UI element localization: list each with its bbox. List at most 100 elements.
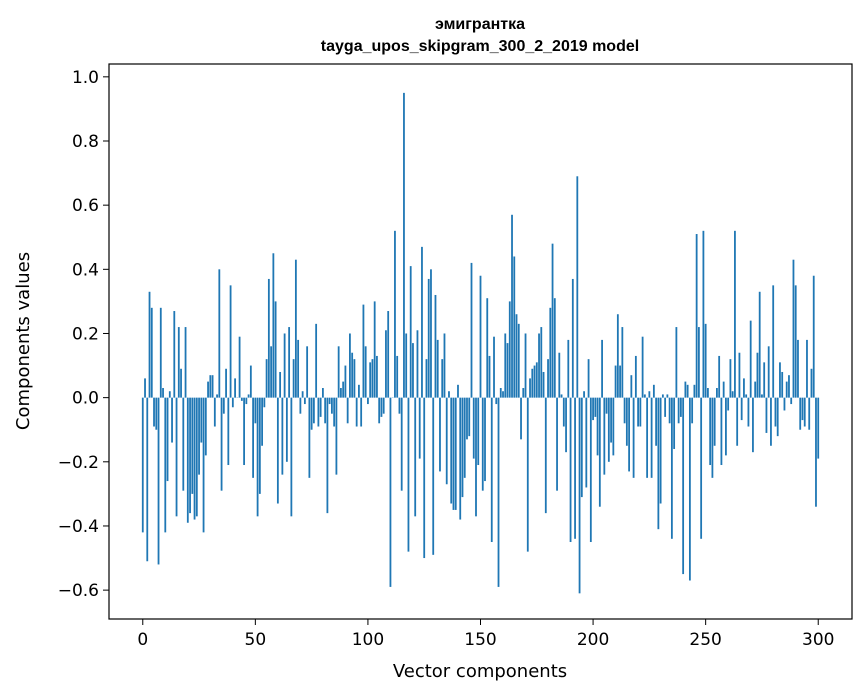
bar-117 bbox=[405, 333, 407, 397]
bar-3 bbox=[149, 292, 151, 398]
bar-289 bbox=[793, 260, 795, 398]
bar-198 bbox=[588, 359, 590, 397]
bar-223 bbox=[644, 394, 646, 397]
bar-128 bbox=[430, 269, 432, 397]
bar-294 bbox=[804, 398, 806, 427]
bar-284 bbox=[781, 372, 783, 398]
bar-300 bbox=[817, 398, 819, 459]
bar-183 bbox=[554, 298, 556, 397]
bar-31 bbox=[212, 375, 214, 397]
bar-41 bbox=[234, 378, 236, 397]
bar-274 bbox=[759, 292, 761, 398]
bar-299 bbox=[815, 398, 817, 507]
bar-40 bbox=[232, 398, 234, 408]
bar-229 bbox=[657, 398, 659, 530]
bar-21 bbox=[189, 398, 191, 513]
bar-132 bbox=[439, 398, 441, 472]
bar-200 bbox=[592, 398, 594, 420]
bar-143 bbox=[464, 398, 466, 478]
bar-124 bbox=[421, 247, 423, 398]
bar-268 bbox=[745, 394, 747, 397]
bar-155 bbox=[491, 398, 493, 542]
bar-47 bbox=[248, 394, 250, 397]
bar-182 bbox=[552, 244, 554, 398]
bar-39 bbox=[230, 285, 232, 397]
bar-179 bbox=[545, 398, 547, 513]
chart-title-line2: tayga_upos_skipgram_300_2_2019 model bbox=[321, 38, 639, 55]
bar-12 bbox=[169, 391, 171, 397]
bar-234 bbox=[669, 398, 671, 424]
bar-85 bbox=[333, 398, 335, 427]
bar-272 bbox=[754, 382, 756, 398]
bar-83 bbox=[329, 398, 331, 404]
bar-50 bbox=[254, 398, 256, 424]
x-tick-label: 250 bbox=[689, 630, 721, 650]
bar-297 bbox=[811, 369, 813, 398]
bar-252 bbox=[709, 398, 711, 465]
bar-150 bbox=[480, 276, 482, 398]
bar-219 bbox=[635, 356, 637, 398]
bar-102 bbox=[372, 359, 374, 397]
bar-95 bbox=[356, 398, 358, 427]
bar-133 bbox=[441, 359, 443, 397]
y-tick-label: −0.2 bbox=[58, 453, 99, 473]
bar-36 bbox=[223, 398, 225, 414]
bar-157 bbox=[495, 398, 497, 404]
bar-210 bbox=[615, 366, 617, 398]
bar-250 bbox=[705, 324, 707, 398]
bar-32 bbox=[214, 398, 216, 427]
bar-270 bbox=[750, 321, 752, 398]
bar-180 bbox=[547, 359, 549, 397]
bar-61 bbox=[279, 372, 281, 398]
bar-161 bbox=[504, 333, 506, 397]
bar-81 bbox=[324, 398, 326, 424]
bar-86 bbox=[336, 398, 338, 475]
bar-22 bbox=[191, 398, 193, 494]
bar-173 bbox=[531, 369, 533, 398]
bar-82 bbox=[326, 398, 328, 513]
bar-115 bbox=[401, 398, 403, 491]
bar-105 bbox=[378, 398, 380, 424]
bar-292 bbox=[799, 398, 801, 430]
bar-134 bbox=[444, 333, 446, 397]
bar-236 bbox=[673, 398, 675, 449]
bar-175 bbox=[536, 362, 538, 397]
bar-66 bbox=[290, 398, 292, 517]
bar-286 bbox=[786, 382, 788, 398]
bar-287 bbox=[788, 375, 790, 397]
bar-222 bbox=[642, 337, 644, 398]
y-tick-label: 0.2 bbox=[72, 324, 99, 344]
bar-27 bbox=[203, 398, 205, 533]
bar-69 bbox=[297, 340, 299, 398]
bar-261 bbox=[730, 359, 732, 397]
bar-110 bbox=[390, 398, 392, 587]
bar-235 bbox=[671, 398, 673, 539]
bar-79 bbox=[320, 398, 322, 417]
bar-187 bbox=[563, 398, 565, 427]
bar-153 bbox=[486, 298, 488, 397]
bar-176 bbox=[538, 333, 540, 397]
bar-168 bbox=[520, 398, 522, 440]
bar-226 bbox=[651, 398, 653, 478]
x-axis-label: Vector components bbox=[393, 661, 567, 682]
bar-91 bbox=[347, 398, 349, 424]
bar-203 bbox=[599, 398, 601, 507]
bar-90 bbox=[345, 366, 347, 398]
bar-17 bbox=[180, 369, 182, 398]
bar-224 bbox=[646, 398, 648, 478]
bar-37 bbox=[225, 369, 227, 398]
bar-249 bbox=[702, 231, 704, 398]
y-tick-label: 0.8 bbox=[72, 132, 99, 152]
bar-193 bbox=[576, 176, 578, 397]
bar-129 bbox=[432, 398, 434, 555]
bar-46 bbox=[245, 398, 247, 404]
bar-255 bbox=[716, 388, 718, 398]
bar-283 bbox=[779, 362, 781, 397]
bar-62 bbox=[281, 398, 283, 475]
y-axis-label: Components values bbox=[13, 252, 34, 430]
bar-53 bbox=[261, 398, 263, 446]
bar-181 bbox=[549, 308, 551, 398]
bar-93 bbox=[351, 353, 353, 398]
bar-291 bbox=[797, 340, 799, 398]
